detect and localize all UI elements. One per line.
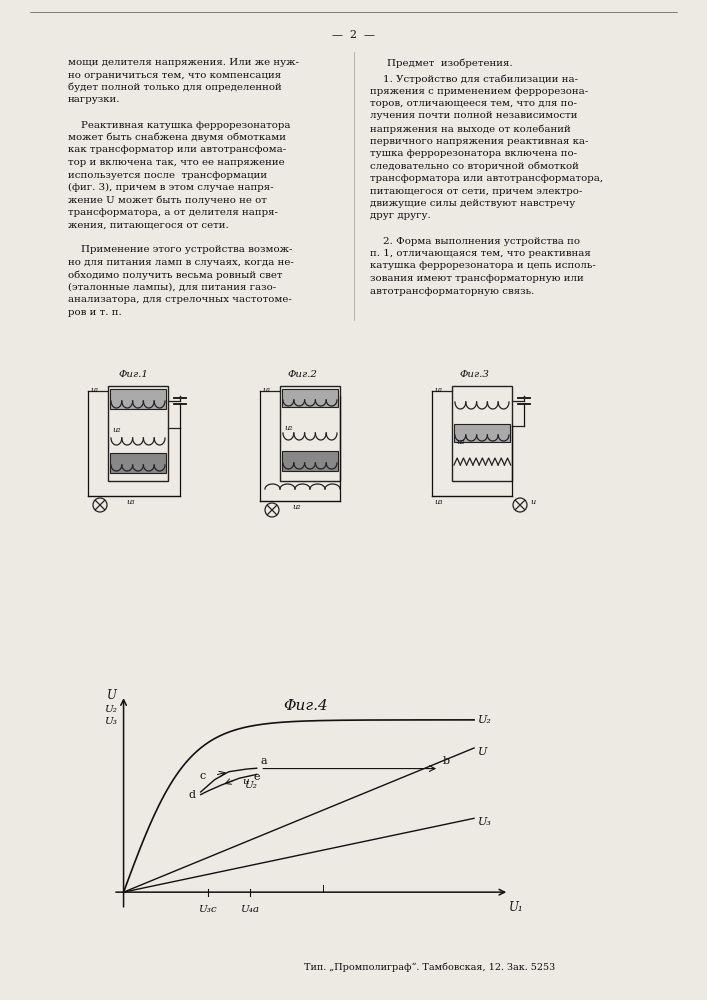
Bar xyxy=(108,386,168,481)
Text: —  2  —: — 2 — xyxy=(332,30,375,40)
Text: u₃: u₃ xyxy=(434,498,443,506)
Text: нагрузки.: нагрузки. xyxy=(68,96,120,104)
Bar xyxy=(454,424,510,442)
Text: Реактивная катушка феррорезонатора: Реактивная катушка феррорезонатора xyxy=(68,120,291,129)
Bar xyxy=(110,389,166,409)
Text: (эталонные лампы), для питания газо-: (эталонные лампы), для питания газо- xyxy=(68,283,276,292)
Text: u₂: u₂ xyxy=(112,426,120,434)
Text: U₁: U₁ xyxy=(509,901,523,914)
Text: первичного напряжения реактивная ка-: первичного напряжения реактивная ка- xyxy=(370,136,588,145)
Text: Φиг.3: Φиг.3 xyxy=(459,370,489,379)
Text: Применение этого устройства возмож-: Применение этого устройства возмож- xyxy=(68,245,293,254)
Text: может быть снабжена двумя обмотками: может быть снабжена двумя обмотками xyxy=(68,133,286,142)
Text: обходимо получить весьма ровный свет: обходимо получить весьма ровный свет xyxy=(68,270,283,280)
Text: U₄а: U₄а xyxy=(240,905,259,914)
Text: u₂: u₂ xyxy=(284,424,293,432)
Text: торов, отличающееся тем, что для по-: торов, отличающееся тем, что для по- xyxy=(370,99,577,108)
Text: a: a xyxy=(260,756,267,766)
Text: используется после  трансформации: используется после трансформации xyxy=(68,170,267,180)
Text: u: u xyxy=(530,498,535,506)
Text: U₃: U₃ xyxy=(104,717,117,726)
Bar xyxy=(282,451,338,471)
Text: питающегося от сети, причем электро-: питающегося от сети, причем электро- xyxy=(370,186,583,196)
Text: (фиг. 3), причем в этом случае напря-: (фиг. 3), причем в этом случае напря- xyxy=(68,183,274,192)
Text: ров и т. п.: ров и т. п. xyxy=(68,308,122,317)
Bar xyxy=(280,386,340,481)
Text: u₂: u₂ xyxy=(292,503,300,511)
Text: трансформатора или автотрансформатора,: трансформатора или автотрансформатора, xyxy=(370,174,603,183)
Text: автотрансформаторную связь.: автотрансформаторную связь. xyxy=(370,286,534,296)
Bar xyxy=(452,386,512,481)
Text: Предмет  изобретения.: Предмет изобретения. xyxy=(387,58,513,68)
Text: жение U может быть получено не от: жение U может быть получено не от xyxy=(68,196,267,205)
Text: но ограничиться тем, что компенсация: но ограничиться тем, что компенсация xyxy=(68,70,281,80)
Bar xyxy=(110,453,166,473)
Text: как трансформатор или автотрансфома-: как трансформатор или автотрансфома- xyxy=(68,145,286,154)
Text: U₃с: U₃с xyxy=(199,905,217,914)
Text: b: b xyxy=(443,756,450,766)
Text: катушка феррорезонатора и цепь исполь-: катушка феррорезонатора и цепь исполь- xyxy=(370,261,596,270)
Text: мощи делителя напряжения. Или же нуж-: мощи делителя напряжения. Или же нуж- xyxy=(68,58,299,67)
Text: U₂: U₂ xyxy=(245,781,257,790)
Text: напряжения на выходе от колебаний: напряжения на выходе от колебаний xyxy=(370,124,571,133)
Text: пряжения с применением феррорезона-: пряжения с применением феррорезона- xyxy=(370,87,588,96)
Text: 2. Форма выполнения устройства по: 2. Форма выполнения устройства по xyxy=(370,236,580,245)
Text: тушка феррорезонатора включена по-: тушка феррорезонатора включена по- xyxy=(370,149,577,158)
Text: зования имеют трансформаторную или: зования имеют трансформаторную или xyxy=(370,274,584,283)
Text: u₁: u₁ xyxy=(90,386,98,394)
Text: Φиг.4: Φиг.4 xyxy=(284,699,328,713)
Text: будет полной только для определенной: будет полной только для определенной xyxy=(68,83,282,93)
Text: п. 1, отличающаяся тем, что реактивная: п. 1, отличающаяся тем, что реактивная xyxy=(370,249,591,258)
Bar xyxy=(282,389,338,407)
Text: следовательно со вторичной обмоткой: следовательно со вторичной обмоткой xyxy=(370,161,579,171)
Text: u₂: u₂ xyxy=(456,438,464,446)
Text: U: U xyxy=(477,747,487,757)
Text: U₂: U₂ xyxy=(477,715,491,725)
Text: Φиг.1: Φиг.1 xyxy=(118,370,148,379)
Text: d: d xyxy=(189,790,195,800)
Text: u₃: u₃ xyxy=(126,498,134,506)
Text: движущие силы действуют навстречу: движущие силы действуют навстречу xyxy=(370,199,575,208)
Text: U: U xyxy=(107,689,117,702)
Text: u₁: u₁ xyxy=(434,386,443,394)
Text: Тип. „Промполиграф“. Тамбовская, 12. Зак. 5253: Тип. „Промполиграф“. Тамбовская, 12. Зак… xyxy=(305,962,556,972)
Text: анализатора, для стрелочных частотоме-: анализатора, для стрелочных частотоме- xyxy=(68,296,292,304)
Text: лучения почти полной независимости: лучения почти полной независимости xyxy=(370,111,578,120)
Text: но для питания ламп в случаях, когда не-: но для питания ламп в случаях, когда не- xyxy=(68,258,294,267)
Text: тор и включена так, что ее напряжение: тор и включена так, что ее напряжение xyxy=(68,158,285,167)
Text: жения, питающегося от сети.: жения, питающегося от сети. xyxy=(68,221,229,230)
Text: e: e xyxy=(253,772,259,782)
Text: c: c xyxy=(199,771,206,781)
Text: U₃: U₃ xyxy=(477,817,491,827)
Text: трансформатора, а от делителя напря-: трансформатора, а от делителя напря- xyxy=(68,208,278,217)
Text: 1. Устройство для стабилизации на-: 1. Устройство для стабилизации на- xyxy=(370,74,578,84)
Text: U₂: U₂ xyxy=(104,705,117,714)
Text: Φиг.2: Φиг.2 xyxy=(287,370,317,379)
Text: u₁: u₁ xyxy=(262,386,271,394)
Text: друг другу.: друг другу. xyxy=(370,212,431,221)
Text: u: u xyxy=(243,777,250,786)
